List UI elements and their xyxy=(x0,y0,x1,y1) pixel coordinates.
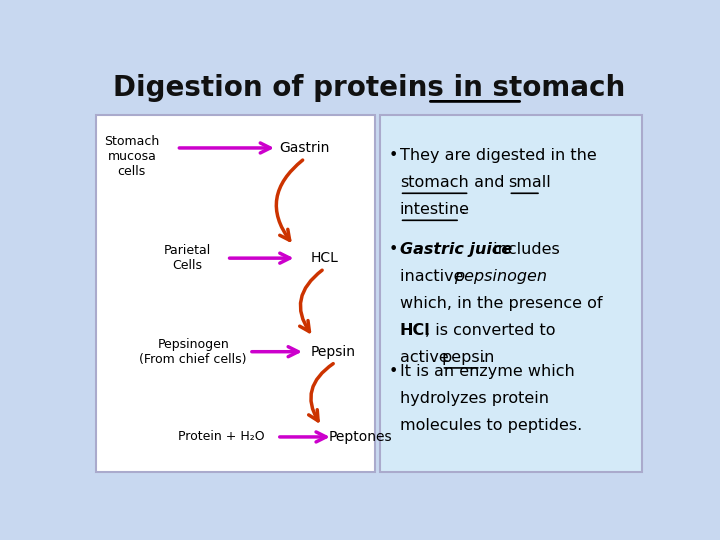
Text: Pepsinogen
(From chief cells): Pepsinogen (From chief cells) xyxy=(140,338,247,366)
Text: Digestion of proteins in stomach: Digestion of proteins in stomach xyxy=(113,73,625,102)
Text: Gastrin: Gastrin xyxy=(279,141,330,155)
Text: small: small xyxy=(508,175,552,190)
Text: They are digested in the: They are digested in the xyxy=(400,148,596,163)
Text: active: active xyxy=(400,349,454,364)
FancyBboxPatch shape xyxy=(96,114,374,472)
Text: , is converted to: , is converted to xyxy=(425,322,555,338)
Text: stomach: stomach xyxy=(400,175,469,190)
FancyBboxPatch shape xyxy=(380,114,642,472)
Text: intestine: intestine xyxy=(400,202,469,217)
Text: It is an enzyme which: It is an enzyme which xyxy=(400,364,575,379)
Text: Protein + H₂O: Protein + H₂O xyxy=(178,430,264,443)
Text: .: . xyxy=(481,349,486,364)
Text: Stomach
mucosa
cells: Stomach mucosa cells xyxy=(104,135,159,178)
Text: •: • xyxy=(389,241,398,256)
Text: Peptones: Peptones xyxy=(329,430,392,444)
Text: Gastric juice: Gastric juice xyxy=(400,241,512,256)
Text: Parietal
Cells: Parietal Cells xyxy=(164,244,211,272)
Text: pepsinogen: pepsinogen xyxy=(454,268,546,284)
Text: includes: includes xyxy=(488,241,559,256)
Text: •: • xyxy=(389,148,398,163)
Text: .: . xyxy=(460,202,465,217)
Text: and: and xyxy=(469,175,510,190)
Text: HCL: HCL xyxy=(310,251,338,265)
Text: Pepsin: Pepsin xyxy=(310,345,355,359)
Text: HCl: HCl xyxy=(400,322,431,338)
Text: which, in the presence of: which, in the presence of xyxy=(400,295,602,310)
Text: hydrolyzes protein: hydrolyzes protein xyxy=(400,391,549,406)
Text: inactive: inactive xyxy=(400,268,468,284)
Text: molecules to peptides.: molecules to peptides. xyxy=(400,418,582,433)
Text: •: • xyxy=(389,364,398,379)
Text: pepsin: pepsin xyxy=(441,349,495,364)
